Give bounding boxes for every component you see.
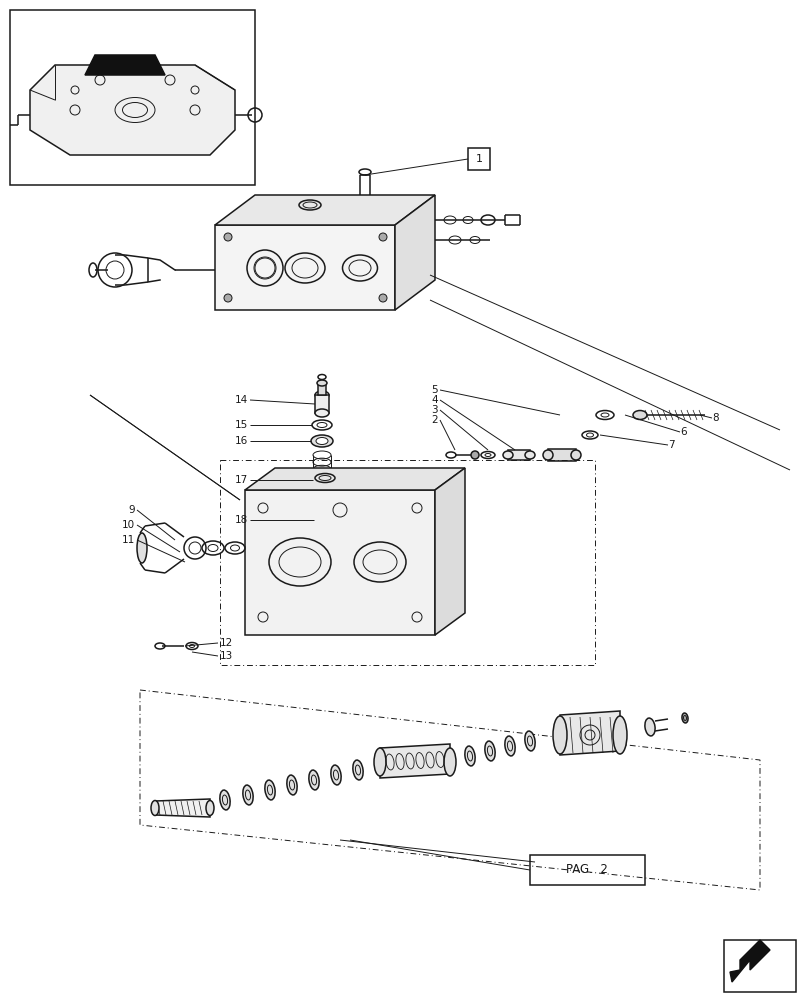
Text: 9: 9 [128,505,135,515]
Ellipse shape [311,435,333,447]
Ellipse shape [524,731,534,751]
Bar [530,855,644,885]
Polygon shape [215,195,435,225]
Ellipse shape [644,718,654,736]
Ellipse shape [353,760,363,780]
Ellipse shape [502,451,513,459]
Bar [315,515,328,525]
Text: 13: 13 [220,651,233,661]
Ellipse shape [444,748,456,776]
Polygon shape [380,744,449,778]
Bar [723,940,795,992]
Polygon shape [435,468,465,635]
Text: 10: 10 [122,520,135,530]
Bar [220,460,594,665]
Ellipse shape [316,380,327,386]
Text: 3: 3 [431,405,437,415]
Text: 17: 17 [234,475,247,485]
Text: 15: 15 [234,420,247,430]
Ellipse shape [315,409,328,417]
Polygon shape [155,799,210,817]
Ellipse shape [220,790,230,810]
Bar [547,449,575,461]
Text: 14: 14 [234,395,247,405]
Circle shape [470,451,478,459]
Polygon shape [394,195,435,310]
Polygon shape [560,711,620,755]
Ellipse shape [570,450,581,460]
Ellipse shape [525,451,534,459]
Ellipse shape [612,716,626,754]
Text: 4: 4 [431,395,437,405]
Circle shape [379,233,387,241]
Ellipse shape [504,736,514,756]
Ellipse shape [464,746,474,766]
Ellipse shape [314,521,329,529]
Text: 8: 8 [711,413,718,423]
Ellipse shape [484,741,495,761]
Ellipse shape [315,438,328,444]
Text: 7: 7 [667,440,674,450]
Circle shape [224,294,232,302]
Text: 6: 6 [679,427,686,437]
Text: 18: 18 [234,515,247,525]
Ellipse shape [543,450,552,460]
Text: 11: 11 [122,535,135,545]
Polygon shape [215,225,394,310]
Ellipse shape [330,765,341,785]
Text: 1: 1 [475,154,482,164]
Ellipse shape [286,775,297,795]
Ellipse shape [314,511,329,519]
Circle shape [379,294,387,302]
Bar [10,10,255,185]
Bar [315,395,328,413]
Ellipse shape [308,770,319,790]
Bar [467,148,489,170]
Text: PAG.  2: PAG. 2 [565,863,607,876]
Polygon shape [245,468,465,490]
Text: 16: 16 [234,436,247,446]
Bar [318,383,325,395]
Ellipse shape [242,785,253,805]
Polygon shape [245,490,435,635]
Circle shape [224,233,232,241]
Text: 2: 2 [431,415,437,425]
Text: 5: 5 [431,385,437,395]
Ellipse shape [374,748,385,776]
Ellipse shape [137,533,147,563]
Ellipse shape [633,410,646,420]
Polygon shape [85,55,165,75]
Bar [508,450,530,460]
Polygon shape [729,940,769,982]
Ellipse shape [264,780,275,800]
Ellipse shape [552,716,566,754]
Ellipse shape [206,800,214,815]
Ellipse shape [151,800,159,815]
Text: 12: 12 [220,638,233,648]
Ellipse shape [681,713,687,723]
Polygon shape [30,65,234,155]
